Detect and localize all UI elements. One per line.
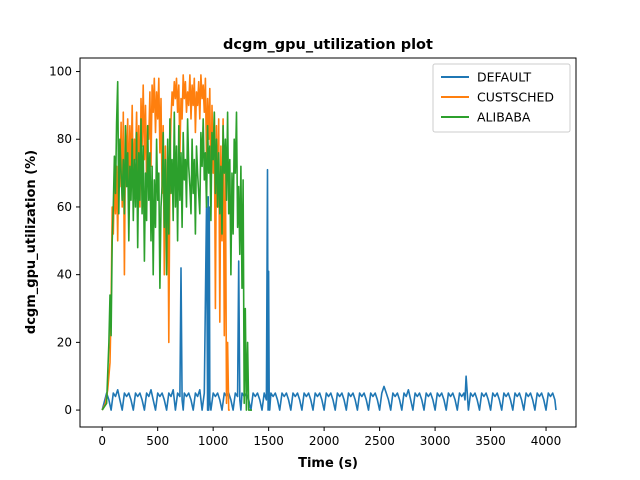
x-tick-label: 1500: [253, 434, 284, 448]
x-axis: 0 500 1000 1500 2000 2500 3000 3500 4000: [98, 427, 561, 448]
x-tick-label: 3000: [420, 434, 451, 448]
series-layer: [101, 74, 557, 411]
legend-label-alibaba: ALIBABA: [477, 110, 531, 125]
plot-frame: [79, 57, 577, 428]
y-axis: 0 20 40 60 80 100: [49, 65, 80, 417]
y-tick-label: 40: [57, 268, 72, 282]
x-tick-label: 2000: [309, 434, 340, 448]
x-tick-label: 4000: [531, 434, 562, 448]
legend-label-custsched: CUSTSCHED: [477, 90, 554, 105]
x-tick-label: 2500: [364, 434, 395, 448]
y-tick-label: 60: [57, 200, 72, 214]
x-tick-label: 3500: [475, 434, 506, 448]
x-tick-label: 500: [146, 434, 169, 448]
y-tick-label: 100: [49, 65, 72, 79]
x-tick-label: 1000: [198, 434, 229, 448]
y-tick-label: 80: [57, 132, 72, 146]
chart-title: dcgm_gpu_utilization plot: [223, 37, 433, 53]
legend: DEFAULT CUSTSCHED ALIBABA: [432, 63, 571, 133]
series-line-custsched: [101, 74, 230, 411]
x-axis-label: Time (s): [298, 456, 358, 471]
series-line-alibaba: [101, 80, 252, 411]
x-tick-label: 0: [98, 434, 106, 448]
y-tick-label: 0: [64, 403, 72, 417]
legend-label-default: DEFAULT: [477, 70, 532, 85]
plot-area: [79, 57, 577, 428]
legend-frame: [432, 63, 571, 133]
y-tick-label: 20: [57, 335, 72, 349]
series-line-default: [101, 168, 557, 411]
y-axis-label: dcgm_gpu_utilization (%): [24, 150, 39, 334]
